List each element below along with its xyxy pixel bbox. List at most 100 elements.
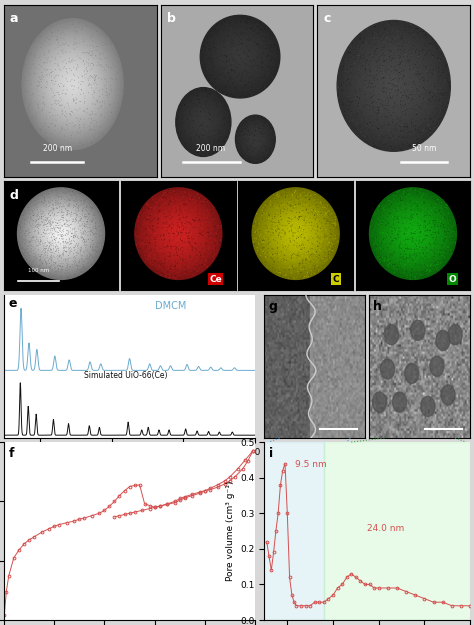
Point bbox=[25, 214, 33, 224]
Point bbox=[255, 53, 262, 63]
Point bbox=[370, 95, 378, 105]
Point bbox=[383, 229, 391, 239]
Point bbox=[266, 248, 273, 258]
Point bbox=[427, 211, 434, 221]
Point bbox=[208, 47, 215, 57]
Point bbox=[188, 105, 195, 115]
Point bbox=[417, 266, 424, 276]
Point bbox=[308, 252, 316, 262]
Point bbox=[29, 211, 37, 221]
Point bbox=[408, 196, 416, 206]
Point bbox=[44, 251, 52, 261]
Point bbox=[85, 259, 92, 269]
Point bbox=[184, 96, 192, 106]
Point bbox=[375, 208, 383, 218]
Point bbox=[315, 249, 322, 259]
Point bbox=[361, 136, 368, 146]
Point bbox=[345, 97, 352, 107]
Point bbox=[385, 253, 392, 263]
Point bbox=[220, 127, 228, 137]
Point bbox=[414, 139, 421, 149]
Point bbox=[354, 67, 361, 77]
Point bbox=[200, 41, 207, 51]
Point bbox=[427, 96, 435, 106]
Point bbox=[390, 253, 397, 263]
Point bbox=[42, 216, 50, 226]
Point bbox=[391, 142, 398, 152]
Point bbox=[309, 249, 317, 259]
Point bbox=[21, 219, 28, 229]
Point bbox=[94, 104, 101, 114]
Point bbox=[195, 94, 202, 104]
Ellipse shape bbox=[209, 24, 272, 89]
Point bbox=[442, 249, 450, 259]
Point bbox=[262, 31, 270, 41]
Point bbox=[356, 56, 364, 66]
Point bbox=[35, 65, 43, 75]
Point bbox=[356, 92, 364, 103]
Point bbox=[413, 139, 420, 149]
Point bbox=[425, 232, 432, 242]
Point bbox=[307, 269, 315, 279]
Point bbox=[178, 236, 186, 246]
Point bbox=[57, 263, 65, 273]
Point bbox=[140, 217, 148, 227]
Point bbox=[263, 195, 271, 205]
Ellipse shape bbox=[55, 62, 90, 107]
Point bbox=[316, 224, 323, 234]
Point bbox=[302, 192, 310, 202]
Point bbox=[315, 252, 322, 262]
Point bbox=[424, 219, 431, 229]
Point bbox=[273, 266, 281, 276]
Point bbox=[222, 59, 230, 69]
Point bbox=[173, 258, 181, 268]
Point bbox=[189, 116, 197, 126]
Point bbox=[99, 43, 106, 53]
Point bbox=[29, 256, 37, 266]
Point bbox=[202, 196, 210, 206]
Point bbox=[42, 238, 49, 248]
Point bbox=[158, 259, 165, 269]
Point bbox=[26, 253, 33, 262]
Point bbox=[220, 112, 228, 123]
Point bbox=[445, 211, 452, 221]
Point bbox=[204, 206, 211, 216]
Point bbox=[417, 228, 425, 238]
Ellipse shape bbox=[410, 230, 417, 238]
Point bbox=[366, 60, 374, 70]
Point bbox=[231, 80, 239, 90]
Point bbox=[263, 39, 270, 49]
Point bbox=[82, 28, 90, 38]
Point bbox=[171, 199, 178, 209]
Point bbox=[201, 131, 208, 141]
Point bbox=[209, 113, 217, 123]
Point bbox=[259, 58, 266, 68]
Point bbox=[411, 206, 419, 216]
Point bbox=[168, 248, 175, 258]
Point bbox=[43, 229, 51, 239]
Point bbox=[189, 266, 196, 276]
Point bbox=[420, 125, 428, 135]
Point bbox=[444, 223, 452, 233]
Point bbox=[356, 109, 364, 119]
Point bbox=[410, 103, 418, 113]
Point bbox=[353, 58, 360, 68]
Point bbox=[365, 129, 373, 139]
Point bbox=[358, 106, 366, 116]
Point bbox=[395, 214, 402, 224]
Point bbox=[263, 253, 271, 262]
Point bbox=[434, 107, 442, 118]
Point bbox=[373, 33, 380, 43]
Point bbox=[349, 96, 356, 106]
Point bbox=[226, 82, 233, 92]
Point bbox=[177, 208, 185, 218]
Point bbox=[347, 98, 355, 107]
Point bbox=[134, 232, 141, 242]
Point bbox=[258, 62, 266, 72]
Point bbox=[157, 222, 164, 232]
Point bbox=[406, 234, 414, 244]
Point bbox=[167, 202, 175, 212]
Point bbox=[214, 136, 222, 146]
Point bbox=[210, 208, 217, 217]
Point bbox=[204, 107, 212, 118]
